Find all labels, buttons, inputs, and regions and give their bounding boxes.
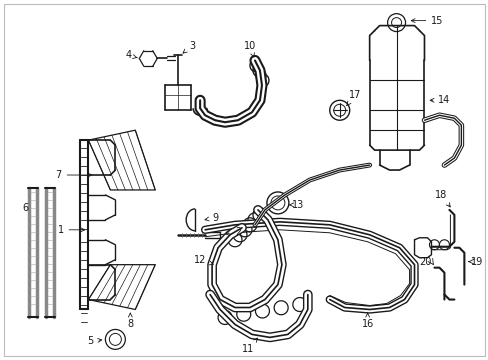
Text: 20: 20 — [418, 257, 430, 267]
Text: 4: 4 — [125, 50, 137, 60]
Text: 3: 3 — [183, 41, 195, 53]
Text: 10: 10 — [244, 41, 256, 57]
Text: 1: 1 — [58, 225, 84, 235]
Text: 14: 14 — [429, 95, 449, 105]
Text: 5: 5 — [87, 336, 102, 346]
Text: 9: 9 — [204, 213, 218, 223]
Text: 17: 17 — [346, 90, 360, 105]
Text: 7: 7 — [55, 170, 92, 180]
Text: 11: 11 — [242, 338, 257, 354]
Text: 19: 19 — [470, 257, 483, 267]
Text: 15: 15 — [410, 15, 443, 26]
Text: 2: 2 — [225, 227, 241, 237]
Text: 6: 6 — [22, 203, 29, 213]
Text: 8: 8 — [127, 313, 133, 329]
Text: 18: 18 — [434, 190, 449, 207]
Text: 16: 16 — [361, 313, 373, 329]
Text: 13: 13 — [288, 200, 304, 210]
Text: 12: 12 — [194, 255, 213, 265]
